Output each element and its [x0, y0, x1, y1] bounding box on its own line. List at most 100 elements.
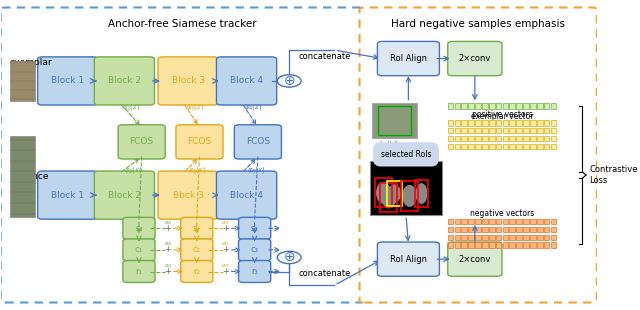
Bar [509, 121, 515, 126]
Text: $\varphi_4(x)$: $\varphi_4(x)$ [246, 165, 266, 175]
FancyBboxPatch shape [123, 239, 155, 261]
Ellipse shape [416, 184, 427, 203]
Bar [461, 128, 467, 133]
Text: FCOS: FCOS [188, 137, 212, 146]
Bar [489, 128, 495, 133]
Bar [448, 242, 453, 248]
Bar [489, 235, 495, 240]
Bar [537, 121, 543, 126]
Bar [448, 144, 453, 149]
Bar [461, 227, 467, 232]
Bar [502, 136, 508, 141]
Bar [461, 242, 467, 248]
Bar [523, 235, 529, 240]
Text: $\varphi_2(z)$: $\varphi_2(z)$ [122, 102, 140, 112]
Bar [502, 242, 508, 248]
Bar [530, 144, 536, 149]
Bar [523, 144, 529, 149]
Text: Hard negative samples emphasis: Hard negative samples emphasis [391, 19, 565, 29]
Bar [523, 103, 529, 109]
Text: 2×conv: 2×conv [459, 54, 491, 63]
Bar [550, 144, 556, 149]
Text: c₃: c₃ [251, 246, 259, 255]
Bar [502, 121, 508, 126]
FancyBboxPatch shape [180, 239, 213, 261]
Bar [516, 235, 522, 240]
Text: FCOS: FCOS [130, 137, 154, 146]
Text: +: + [222, 224, 229, 233]
Bar [468, 227, 474, 232]
Bar [509, 219, 515, 224]
FancyBboxPatch shape [123, 217, 155, 239]
Bar [448, 121, 453, 126]
Bar [544, 227, 549, 232]
Bar [523, 242, 529, 248]
Text: +: + [222, 267, 229, 276]
Bar [530, 121, 536, 126]
Bar [372, 103, 417, 138]
FancyBboxPatch shape [118, 125, 165, 159]
Bar [496, 219, 501, 224]
Bar [523, 227, 529, 232]
Bar [516, 242, 522, 248]
Bar [378, 106, 411, 135]
Bar [454, 227, 460, 232]
Text: exemplar vector: exemplar vector [471, 112, 534, 121]
Text: r₁: r₁ [136, 267, 143, 276]
Bar [516, 219, 522, 224]
Text: s₃: s₃ [251, 224, 259, 233]
Bar [496, 103, 501, 109]
Bar [448, 227, 453, 232]
Bar [375, 178, 392, 207]
Bar [537, 227, 543, 232]
FancyBboxPatch shape [1, 7, 365, 303]
Bar [461, 136, 467, 141]
Bar [468, 235, 474, 240]
Bar [415, 180, 428, 207]
Bar [530, 103, 536, 109]
Ellipse shape [403, 186, 416, 206]
Bar [550, 219, 556, 224]
Text: concatenate: concatenate [298, 52, 351, 61]
Bar [482, 121, 488, 126]
Bar [502, 103, 508, 109]
Bar [448, 219, 453, 224]
Bar [489, 144, 495, 149]
Bar [468, 144, 474, 149]
Text: s₁: s₁ [135, 224, 143, 233]
Bar [482, 103, 488, 109]
Circle shape [277, 251, 301, 264]
Ellipse shape [382, 187, 396, 208]
Bar [489, 242, 495, 248]
Text: negative vectors: negative vectors [470, 209, 534, 218]
Bar [475, 136, 481, 141]
Bar [530, 235, 536, 240]
FancyBboxPatch shape [94, 57, 154, 105]
Text: Anchor-free Siamese tracker: Anchor-free Siamese tracker [108, 19, 257, 29]
FancyBboxPatch shape [158, 171, 218, 219]
Text: positive vectors: positive vectors [472, 110, 533, 119]
Bar [509, 103, 515, 109]
Bar [461, 121, 467, 126]
FancyBboxPatch shape [234, 125, 282, 159]
Bar [475, 121, 481, 126]
Bar [544, 136, 549, 141]
FancyBboxPatch shape [448, 42, 502, 76]
Bar [516, 128, 522, 133]
Bar [502, 227, 508, 232]
Bar [509, 242, 515, 248]
Text: r₂: r₂ [193, 267, 200, 276]
Bar [448, 136, 453, 141]
Bar [468, 103, 474, 109]
Bar [523, 121, 529, 126]
Text: selected RoIs: selected RoIs [381, 150, 431, 159]
Text: $w_2$: $w_2$ [164, 240, 172, 248]
Bar [544, 128, 549, 133]
Ellipse shape [377, 183, 390, 203]
Bar [10, 61, 35, 101]
Bar [502, 128, 508, 133]
Bar [523, 136, 529, 141]
FancyBboxPatch shape [239, 217, 271, 239]
Bar [461, 103, 467, 109]
Text: $w_2$: $w_2$ [164, 262, 172, 270]
